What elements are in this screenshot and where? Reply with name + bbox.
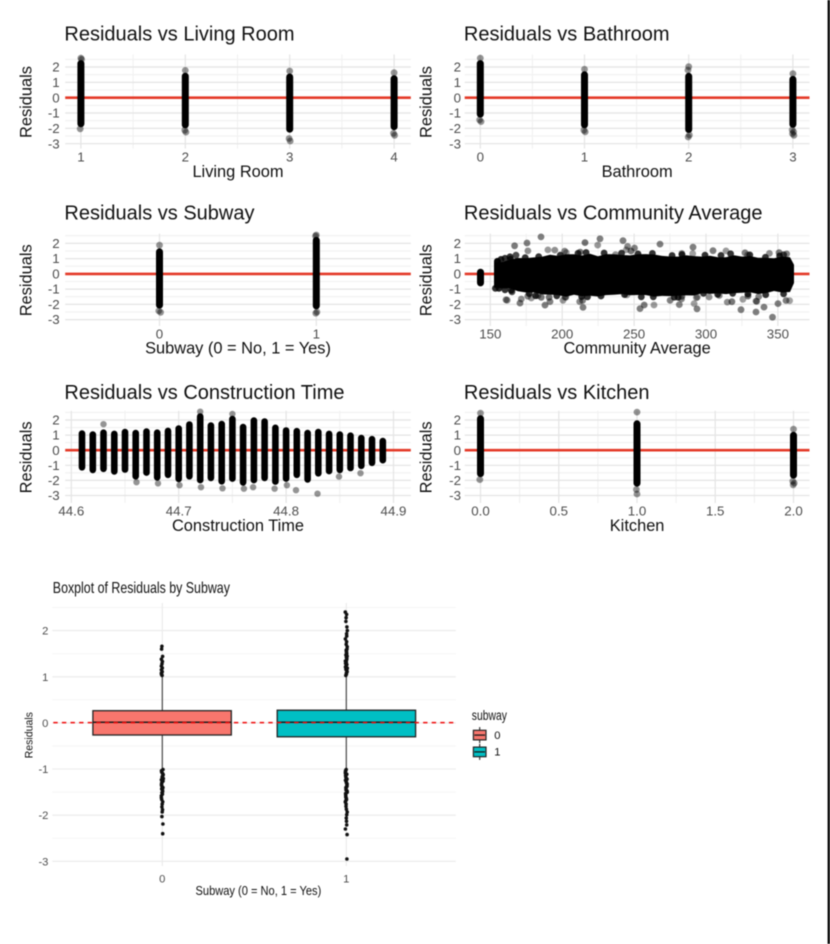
svg-text:0.0: 0.0 — [471, 503, 490, 518]
svg-text:1: 1 — [52, 251, 59, 266]
svg-text:2: 2 — [685, 150, 692, 165]
svg-text:1.0: 1.0 — [628, 503, 647, 518]
svg-text:1: 1 — [581, 150, 588, 165]
svg-text:Residuals vs Living Room: Residuals vs Living Room — [64, 24, 294, 46]
svg-text:1.5: 1.5 — [706, 503, 725, 518]
svg-text:1: 1 — [77, 150, 84, 165]
svg-text:2: 2 — [454, 413, 461, 428]
svg-text:Subway (0 = No, 1 = Yes): Subway (0 = No, 1 = Yes) — [145, 340, 331, 358]
svg-text:Residuals: Residuals — [418, 244, 436, 316]
svg-text:-3: -3 — [38, 856, 48, 868]
svg-text:3: 3 — [286, 150, 293, 165]
svg-text:44.6: 44.6 — [58, 503, 84, 518]
svg-text:0: 0 — [52, 443, 59, 458]
svg-text:150: 150 — [479, 327, 501, 342]
svg-text:0: 0 — [454, 267, 461, 282]
svg-text:0: 0 — [159, 874, 165, 886]
svg-text:Residuals: Residuals — [24, 712, 36, 759]
svg-text:0: 0 — [52, 90, 59, 105]
svg-text:Community Average: Community Average — [563, 340, 710, 358]
svg-text:Residuals: Residuals — [418, 421, 436, 493]
svg-text:2: 2 — [454, 60, 461, 75]
svg-text:-3: -3 — [48, 312, 60, 327]
svg-text:44.7: 44.7 — [166, 503, 192, 518]
svg-text:1: 1 — [52, 428, 59, 443]
svg-text:-3: -3 — [48, 488, 60, 503]
svg-text:Kitchen: Kitchen — [610, 517, 665, 535]
svg-text:Residuals vs Community Average: Residuals vs Community Average — [464, 203, 763, 225]
svg-text:250: 250 — [623, 327, 645, 342]
svg-text:Boxplot of Residuals by Subway: Boxplot of Residuals by Subway — [53, 579, 231, 597]
svg-text:-1: -1 — [38, 764, 48, 776]
svg-text:350: 350 — [767, 327, 789, 342]
svg-text:-2: -2 — [449, 473, 461, 488]
svg-text:-2: -2 — [48, 473, 60, 488]
svg-text:0: 0 — [454, 90, 461, 105]
svg-text:1: 1 — [52, 75, 59, 90]
svg-text:300: 300 — [695, 327, 717, 342]
svg-text:2: 2 — [454, 236, 461, 251]
svg-text:2: 2 — [52, 60, 59, 75]
svg-text:-1: -1 — [449, 282, 461, 297]
svg-text:1: 1 — [494, 747, 500, 759]
svg-text:-2: -2 — [48, 297, 60, 312]
svg-text:1: 1 — [454, 428, 461, 443]
svg-text:2: 2 — [42, 626, 48, 638]
svg-text:-2: -2 — [449, 121, 461, 136]
svg-text:44.9: 44.9 — [381, 503, 407, 518]
svg-text:-2: -2 — [48, 121, 60, 136]
svg-text:Residuals: Residuals — [418, 66, 436, 138]
svg-text:-2: -2 — [449, 297, 461, 312]
svg-text:-3: -3 — [449, 136, 461, 151]
svg-text:1: 1 — [454, 251, 461, 266]
svg-text:1: 1 — [42, 672, 48, 684]
svg-text:4: 4 — [390, 150, 397, 165]
svg-text:Residuals: Residuals — [18, 66, 36, 138]
svg-text:Residuals vs Construction Time: Residuals vs Construction Time — [64, 382, 344, 404]
svg-text:-1: -1 — [449, 106, 461, 121]
svg-text:0: 0 — [42, 718, 48, 730]
svg-text:2: 2 — [52, 413, 59, 428]
svg-text:2.0: 2.0 — [784, 503, 803, 518]
svg-text:Bathroom: Bathroom — [602, 163, 673, 181]
svg-text:Construction Time: Construction Time — [172, 517, 304, 535]
svg-text:Residuals vs Subway: Residuals vs Subway — [64, 203, 254, 225]
svg-text:Residuals vs Kitchen: Residuals vs Kitchen — [464, 382, 650, 404]
svg-text:-3: -3 — [449, 312, 461, 327]
svg-text:1: 1 — [313, 327, 320, 342]
svg-text:2: 2 — [52, 236, 59, 251]
svg-text:-2: -2 — [38, 810, 48, 822]
svg-text:0.5: 0.5 — [550, 503, 569, 518]
svg-text:1: 1 — [454, 75, 461, 90]
svg-text:2: 2 — [182, 150, 189, 165]
svg-text:-3: -3 — [449, 488, 461, 503]
svg-text:-1: -1 — [48, 106, 60, 121]
svg-text:-1: -1 — [449, 458, 461, 473]
svg-text:0: 0 — [156, 327, 163, 342]
svg-text:Subway (0 = No, 1 = Yes): Subway (0 = No, 1 = Yes) — [196, 884, 322, 898]
svg-text:3: 3 — [789, 150, 796, 165]
svg-text:200: 200 — [551, 327, 573, 342]
svg-text:1: 1 — [343, 874, 349, 886]
svg-text:-1: -1 — [48, 282, 60, 297]
svg-text:subway: subway — [472, 708, 507, 723]
svg-text:0: 0 — [494, 730, 500, 742]
svg-text:-1: -1 — [48, 458, 60, 473]
svg-text:0: 0 — [52, 267, 59, 282]
svg-text:Residuals vs Bathroom: Residuals vs Bathroom — [464, 24, 670, 46]
svg-text:-3: -3 — [48, 136, 60, 151]
svg-text:Residuals: Residuals — [18, 421, 36, 493]
svg-text:0: 0 — [454, 443, 461, 458]
svg-text:44.8: 44.8 — [273, 503, 299, 518]
svg-text:Residuals: Residuals — [18, 244, 36, 316]
svg-text:Living Room: Living Room — [192, 163, 283, 181]
svg-text:0: 0 — [477, 150, 484, 165]
